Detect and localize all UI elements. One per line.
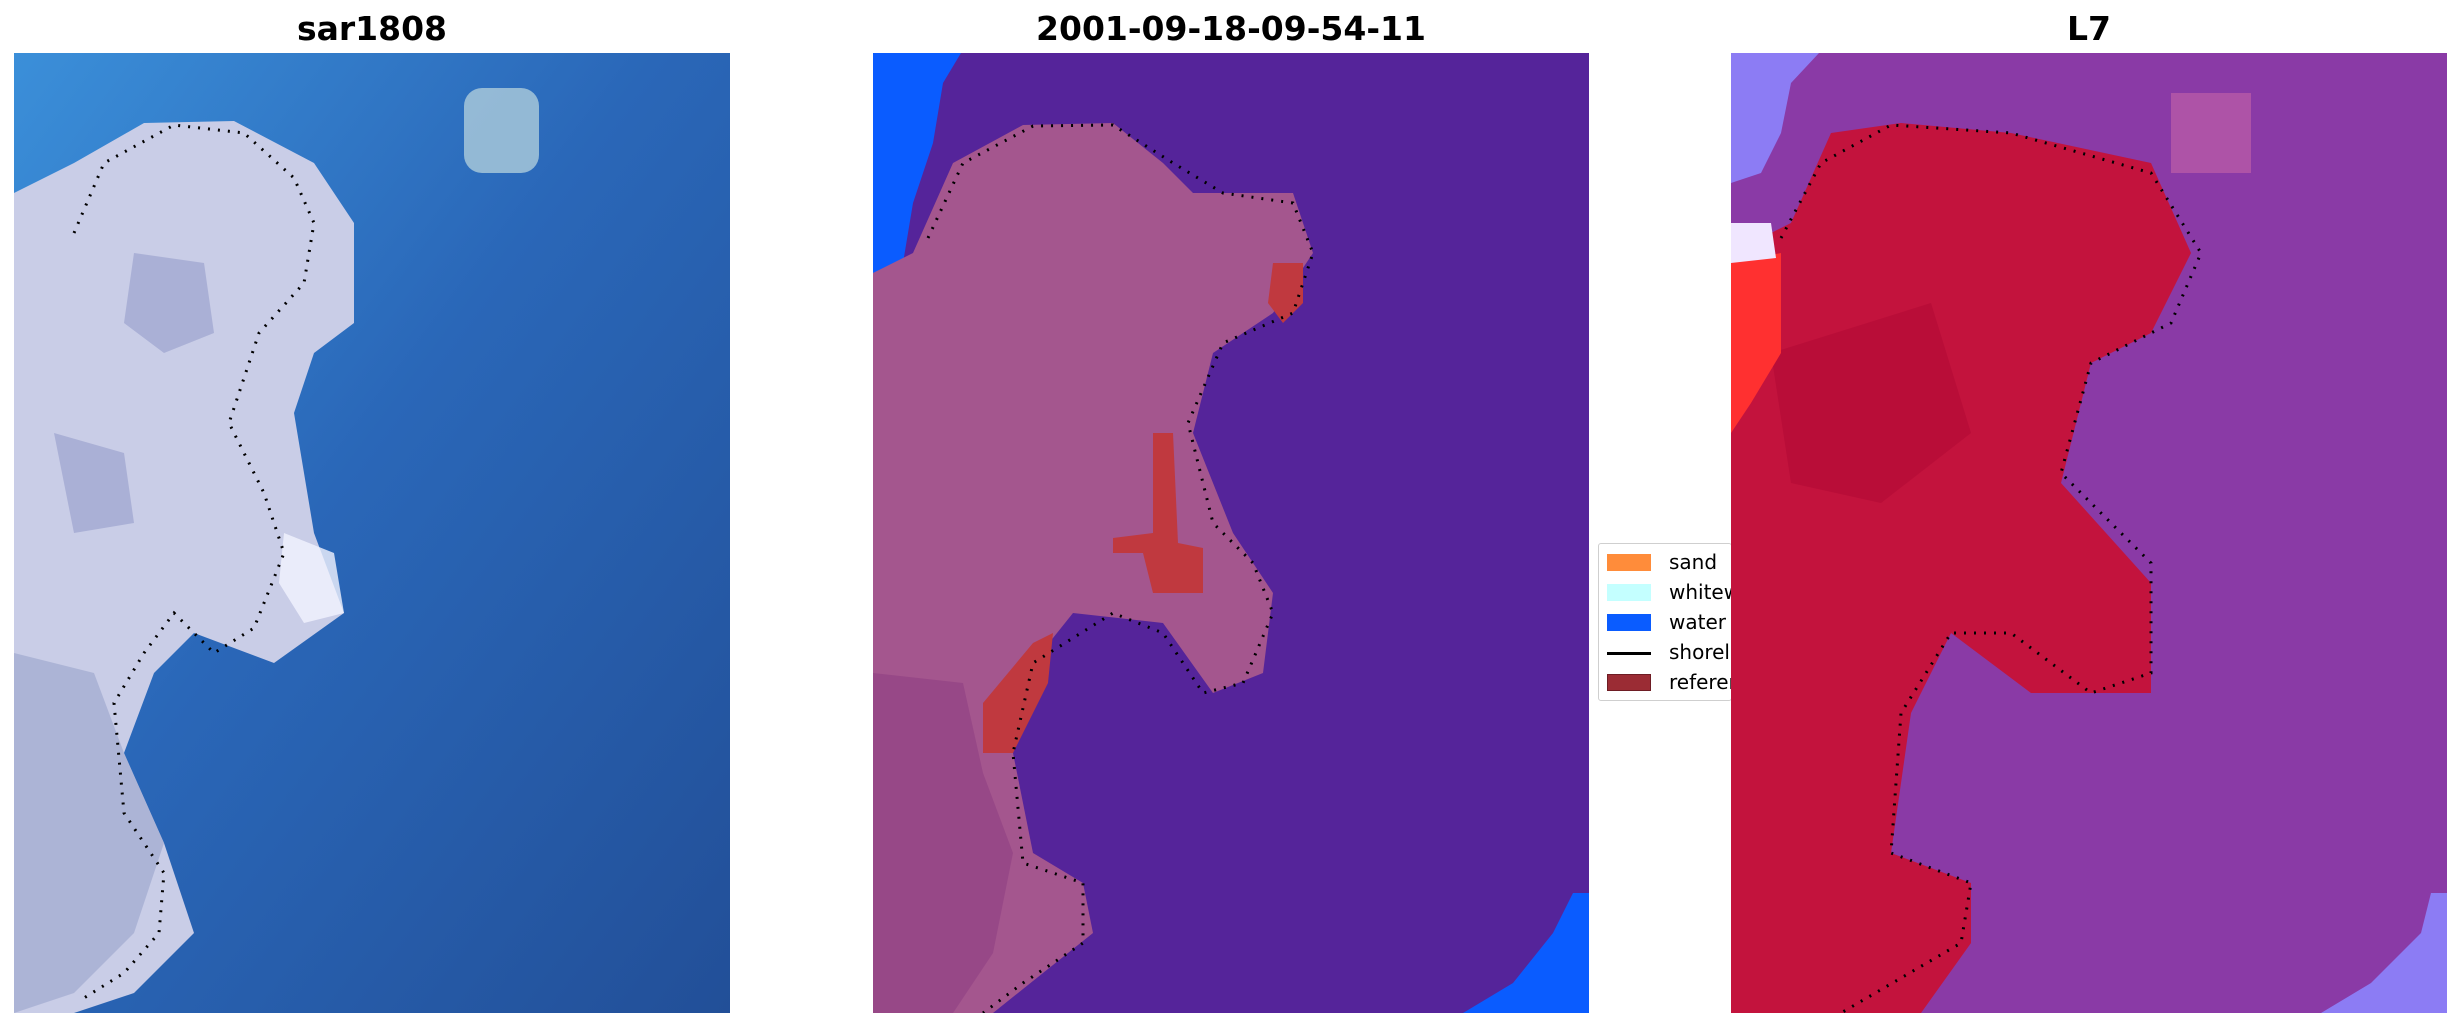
legend-label-shoreline: shoreline xyxy=(1669,640,1731,664)
class-water-edge-top xyxy=(873,53,961,273)
panel-title-l7: L7 xyxy=(2067,9,2111,48)
legend-label-sand: sand xyxy=(1669,550,1718,574)
panel-title-classified: 2001-09-18-09-54-11 xyxy=(1036,9,1426,48)
land-shadow xyxy=(14,653,164,1013)
legend-swatch-reference xyxy=(1607,674,1651,691)
l7-image xyxy=(1731,53,2447,1013)
legend-item-reference-shoreline: reference shoreline xyxy=(1607,668,1731,696)
l7-pink-patch xyxy=(2171,93,2251,173)
l7-bright-edge xyxy=(1731,253,1781,433)
land-detail xyxy=(54,253,214,533)
l7-white-edge xyxy=(1731,223,1776,263)
class-land-shade xyxy=(873,673,1013,1013)
class-water-edge-bottom xyxy=(1463,893,1589,1013)
legend-swatch-water xyxy=(1607,614,1651,631)
legend-swatch-whitewater xyxy=(1607,584,1651,601)
surf-highlight xyxy=(279,533,344,623)
legend-item-shoreline: shoreline xyxy=(1607,638,1731,666)
l7-light-top xyxy=(1731,53,1819,183)
l7-light-bottom xyxy=(2321,893,2447,1013)
rock-blob xyxy=(464,88,539,173)
legend-swatch-sand xyxy=(1607,554,1651,571)
classified-image-panel xyxy=(873,53,1589,1013)
class-reference xyxy=(983,263,1303,753)
legend-line-shoreline xyxy=(1607,652,1651,655)
l7-image-panel xyxy=(1731,53,2447,1013)
legend-label-reference: reference shoreline xyxy=(1669,670,1731,694)
panel-title-rgb: sar1808 xyxy=(296,9,448,48)
legend-label-water: water xyxy=(1669,610,1726,634)
legend-item-water: water xyxy=(1607,608,1731,636)
rgb-image-panel xyxy=(14,53,730,1013)
legend-item-sand: sand xyxy=(1607,548,1731,576)
l7-land-inner xyxy=(1771,303,1971,503)
shoreline-l7 xyxy=(1779,123,2203,1013)
rgb-image xyxy=(14,53,730,1013)
classified-image xyxy=(873,53,1589,1013)
